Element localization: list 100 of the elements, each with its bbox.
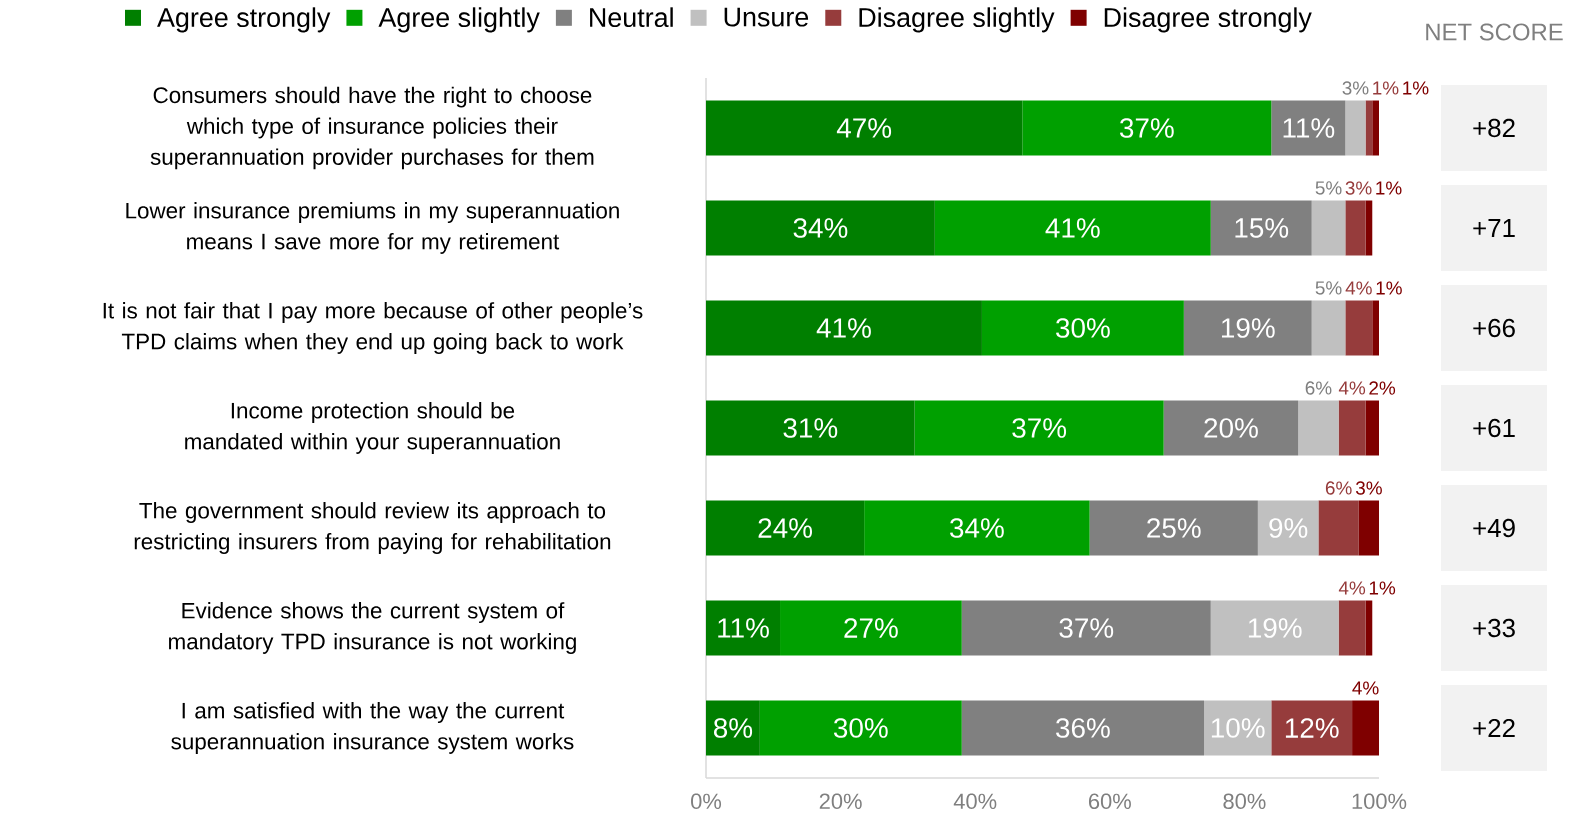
data-label: 5%	[1315, 281, 1342, 295]
bar	[914, 400, 1164, 456]
text: +71	[1473, 219, 1515, 237]
bar	[1183, 300, 1312, 356]
text: +66	[1473, 318, 1515, 338]
bar	[706, 200, 935, 256]
bar	[1311, 300, 1346, 356]
data-label: 30%	[1056, 318, 1110, 338]
bar	[1298, 400, 1339, 456]
data-label: 11%	[718, 618, 769, 638]
bar	[1210, 600, 1339, 656]
data-label: 4%	[1345, 281, 1372, 295]
data-label: 19%	[1221, 318, 1275, 338]
data-label: 10%	[1211, 718, 1265, 738]
bar	[759, 700, 962, 756]
bar	[1345, 100, 1366, 156]
bar	[706, 600, 781, 656]
bar	[1372, 100, 1380, 156]
x-tick-label: 80%	[1223, 793, 1266, 810]
bar	[961, 700, 1205, 756]
bar	[1345, 300, 1373, 356]
bar	[1163, 400, 1299, 456]
legend-label: Unsure	[724, 7, 809, 27]
data-label: 5%	[1315, 181, 1342, 195]
y-tick-label: I am satisfied with the way the current superannuation insurance system works	[171, 702, 574, 754]
y-tick-label: Evidence shows the current system of mandatory TPD insurance is not working	[169, 602, 576, 654]
bar	[864, 500, 1090, 556]
data-label: 24%	[758, 518, 812, 538]
text: +33	[1473, 618, 1515, 638]
data-label: 37%	[1012, 418, 1067, 438]
bar	[1210, 200, 1312, 256]
bar	[1372, 300, 1380, 356]
text: +61	[1473, 418, 1515, 438]
data-label: 6%	[1325, 481, 1352, 495]
data-label: 41%	[1045, 218, 1100, 238]
y-tick-label: Lower insurance premiums in my superannuation means I save more for my retirement	[126, 202, 619, 254]
data-label: 15%	[1235, 218, 1289, 238]
bar	[706, 500, 865, 556]
data-label: 1%	[1373, 81, 1399, 95]
bar	[1358, 500, 1380, 556]
text: +22	[1473, 718, 1515, 738]
bar	[1271, 700, 1353, 756]
data-label: 9%	[1269, 518, 1308, 538]
bar	[1338, 600, 1366, 656]
bar	[706, 100, 1023, 156]
bar	[1271, 100, 1346, 156]
data-label: 34%	[793, 218, 848, 238]
data-label: 37%	[1119, 118, 1174, 138]
bar	[1204, 700, 1272, 756]
data-label: 1%	[1376, 181, 1402, 195]
y-tick-label: It is not fair that I pay more because of other people’s TPD claims when they end up going back to work	[103, 302, 643, 354]
data-label: 1%	[1376, 281, 1402, 295]
data-label: 47%	[836, 118, 892, 138]
data-label: 30%	[833, 718, 888, 738]
bar	[1089, 500, 1258, 556]
data-label: 4%	[1338, 581, 1366, 595]
bar	[1022, 100, 1272, 156]
text: +49	[1473, 518, 1515, 538]
x-tick-label: 100%	[1352, 793, 1407, 810]
data-label: 41%	[816, 318, 871, 338]
legend-label: Disagree strongly	[1104, 7, 1312, 33]
data-label: 3%	[1342, 81, 1369, 95]
y-tick-label: The government should review its approach to restricting insurers from paying for rehabilitation	[134, 502, 611, 554]
bar	[934, 200, 1211, 256]
bar	[981, 300, 1184, 356]
data-label: 2%	[1369, 381, 1396, 395]
data-label: 25%	[1147, 518, 1201, 538]
bar	[706, 300, 982, 356]
data-label: 1%	[1403, 81, 1429, 95]
bar	[1345, 200, 1366, 256]
bar	[706, 400, 915, 456]
y-tick-label: Consumers should have the right to choose which type of insurance policies their superannuation provider purchases for them	[150, 86, 594, 170]
legend-label: Neutral	[590, 7, 673, 28]
bar	[1318, 500, 1359, 556]
data-label: 12%	[1285, 718, 1339, 738]
bar	[961, 600, 1211, 656]
data-label: 36%	[1056, 718, 1110, 738]
data-label: 6%	[1305, 381, 1332, 395]
x-tick-label: 20%	[819, 793, 862, 810]
data-label: 4%	[1352, 681, 1379, 695]
x-tick-label: 60%	[1088, 793, 1131, 810]
legend-label: Disagree slightly	[859, 7, 1055, 33]
y-tick-label: Income protection should be mandated within your superannuation	[185, 402, 560, 454]
data-label: 27%	[844, 618, 898, 638]
x-tick-label: 0%	[691, 793, 722, 810]
data-label: 31%	[783, 418, 838, 438]
bar	[1338, 400, 1366, 456]
data-label: 34%	[950, 518, 1004, 538]
data-label: 8%	[713, 718, 753, 738]
legend-label: Agree strongly	[157, 7, 331, 33]
data-label: 11%	[1283, 118, 1335, 138]
data-label: 20%	[1204, 418, 1258, 438]
x-tick-label: 40%	[953, 793, 997, 810]
bar	[780, 600, 962, 656]
data-label: 3%	[1345, 181, 1372, 195]
bar	[1257, 500, 1319, 556]
text: +82	[1473, 118, 1515, 138]
bar	[1352, 700, 1380, 756]
legend-label: Agree slightly	[378, 7, 540, 33]
data-label: 3%	[1355, 481, 1382, 495]
